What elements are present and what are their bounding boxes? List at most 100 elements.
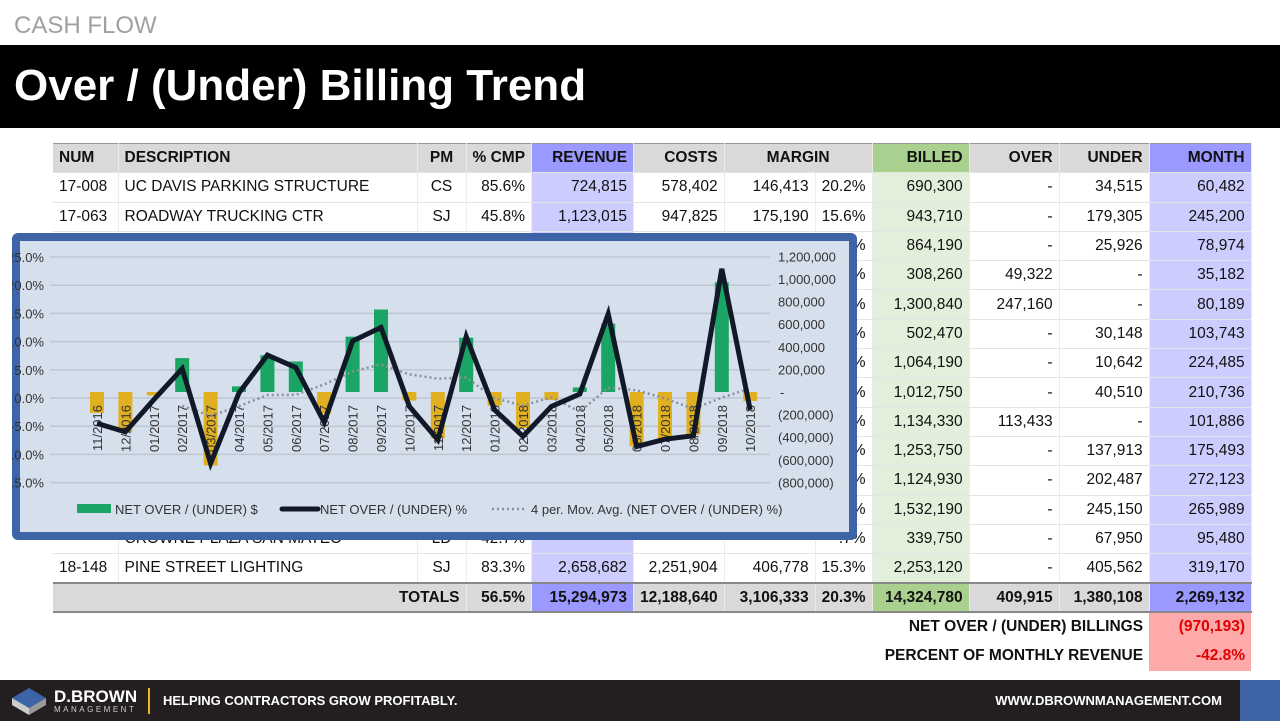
cell-billed: 690,300 (872, 172, 970, 203)
cell-month: 272,123 (1149, 465, 1252, 496)
cell-month: 95,480 (1149, 524, 1252, 555)
cell-num: 17-063 (53, 202, 119, 232)
cell-revenue: 1,123,015 (531, 202, 635, 232)
bar (260, 355, 275, 392)
col-description: DESCRIPTION (118, 142, 418, 174)
cell-num: 17-008 (53, 172, 119, 203)
legend-label-line: NET OVER / (UNDER) % (320, 502, 468, 517)
col-costs: COSTS (633, 142, 725, 174)
cell-billed: 1,532,190 (872, 495, 970, 525)
totals-costs: 12,188,640 (633, 581, 725, 614)
cell-billed: 864,190 (872, 231, 970, 262)
totals-over: 409,915 (969, 581, 1060, 614)
table-row: 17-063 ROADWAY TRUCKING CTR SJ 45.8% 1,123,0… (53, 202, 1252, 232)
cell-under: 30,148 (1059, 319, 1150, 350)
brand-name: D.BROWN (54, 687, 138, 706)
cell-billed: 339,750 (872, 524, 970, 555)
left-axis-tick: 0.0% (14, 391, 44, 406)
cell-pm: CS (417, 172, 467, 203)
cell-billed: 943,710 (872, 202, 970, 232)
website-link[interactable]: WWW.DBROWNMANAGEMENT.COM (995, 693, 1222, 708)
cell-over: - (969, 553, 1060, 584)
bar (90, 392, 104, 413)
right-axis-tick: 1,000,000 (778, 272, 836, 287)
bar (146, 392, 161, 396)
cell-cmp: 45.8% (466, 202, 533, 232)
tagline: HELPING CONTRACTORS GROW PROFITABLY. (163, 693, 458, 708)
page-title: Over / (Under) Billing Trend (0, 45, 1280, 128)
cell-month: 80,189 (1149, 289, 1252, 320)
col-revenue: REVENUE (531, 142, 635, 174)
trend-chart: 25.0% 20.0% 15.0% 10.0% 5.0% 0.0% -5.0% -10.0% -… (12, 233, 857, 540)
cell-under: 25,926 (1059, 231, 1150, 262)
x-axis-tick: 08/2017 (346, 405, 361, 452)
cell-over: 49,322 (969, 260, 1060, 291)
trend-chart-svg: 25.0% 20.0% 15.0% 10.0% 5.0% 0.0% -5.0% -10.0% -… (12, 249, 836, 517)
percent-line (96, 268, 753, 471)
brand-sub: MANAGEMENT (54, 705, 137, 714)
cell-under: 202,487 (1059, 465, 1150, 496)
bar (658, 392, 672, 439)
left-axis-tick: 15.0% (12, 306, 44, 321)
left-axis-tick: 20.0% (12, 278, 44, 293)
cell-month: 35,182 (1149, 260, 1252, 291)
cell-under: 40,510 (1059, 377, 1150, 408)
cell-month: 210,736 (1149, 377, 1252, 408)
totals-billed: 14,324,780 (872, 581, 970, 614)
cell-desc: ROADWAY TRUCKING CTR (118, 202, 418, 232)
cell-billed: 308,260 (872, 260, 970, 291)
cell-under: 245,150 (1059, 495, 1150, 525)
table-row: 18-148 PINE STREET LIGHTING SJ 83.3% 2,658,6… (53, 553, 1252, 584)
totals-under: 1,380,108 (1059, 581, 1150, 614)
left-axis-tick: 10.0% (12, 335, 44, 350)
totals-month: 2,269,132 (1149, 581, 1252, 614)
cell-under: 34,515 (1059, 172, 1150, 203)
cell-margin: 175,190 (724, 202, 816, 232)
cell-billed: 1,134,330 (872, 407, 970, 437)
legend-label-ma: 4 per. Mov. Avg. (NET OVER / (UNDER) %) (531, 502, 782, 517)
x-axis-tick: 06/2017 (289, 405, 304, 452)
x-axis-tick: 10/2017 (402, 405, 417, 452)
cell-over: - (969, 495, 1060, 525)
net-billings-row: NET OVER / (UNDER) BILLINGS (970,193) (53, 612, 1252, 642)
cell-under: 137,913 (1059, 436, 1150, 467)
x-axis-tick: 11/2016 (90, 405, 105, 451)
cell-month: 103,743 (1149, 319, 1252, 350)
x-axis-tick: 03/2018 (544, 405, 559, 452)
left-axis-tick: 5.0% (14, 363, 44, 378)
cell-billed: 1,064,190 (872, 348, 970, 379)
cell-over: - (969, 436, 1060, 467)
bar (714, 282, 729, 392)
left-axis-tick: -5.0% (12, 419, 44, 434)
cell-billed: 1,300,840 (872, 289, 970, 320)
footer: D.BROWN MANAGEMENT HELPING CONTRACTORS G… (0, 680, 1280, 721)
logo-icon (12, 688, 46, 715)
col-month: MONTH (1149, 142, 1252, 174)
right-axis-tick: (600,000) (778, 453, 834, 468)
col-under: UNDER (1059, 142, 1150, 174)
cell-under: 10,642 (1059, 348, 1150, 379)
net-billings-value: (970,193) (1149, 612, 1252, 642)
right-axis-tick: (400,000) (778, 430, 834, 445)
x-axis-tick: 04/2018 (573, 405, 588, 452)
cell-billed: 2,253,120 (872, 553, 970, 584)
x-axis-tick: 02/2018 (516, 405, 531, 452)
cell-num: 18-148 (53, 553, 119, 584)
col-margin: MARGIN (724, 142, 873, 174)
table-header: NUM DESCRIPTION PM % CMP REVENUE COSTS M… (53, 142, 1252, 174)
right-axis-tick: 1,200,000 (778, 249, 836, 264)
cell-month: 319,170 (1149, 553, 1252, 584)
cell-billed: 1,124,930 (872, 465, 970, 496)
cell-under: 179,305 (1059, 202, 1150, 232)
col-billed: BILLED (872, 142, 970, 174)
cell-pm: SJ (417, 202, 467, 232)
cell-over: - (969, 231, 1060, 262)
cell-revenue: 2,658,682 (531, 553, 635, 584)
cell-desc: PINE STREET LIGHTING (118, 553, 418, 584)
cell-over: - (969, 377, 1060, 408)
right-axis-tick: 800,000 (778, 295, 825, 310)
cell-over: - (969, 172, 1060, 203)
bar (544, 392, 559, 400)
x-axis-tick: 01/2017 (147, 405, 162, 452)
cell-over: - (969, 202, 1060, 232)
